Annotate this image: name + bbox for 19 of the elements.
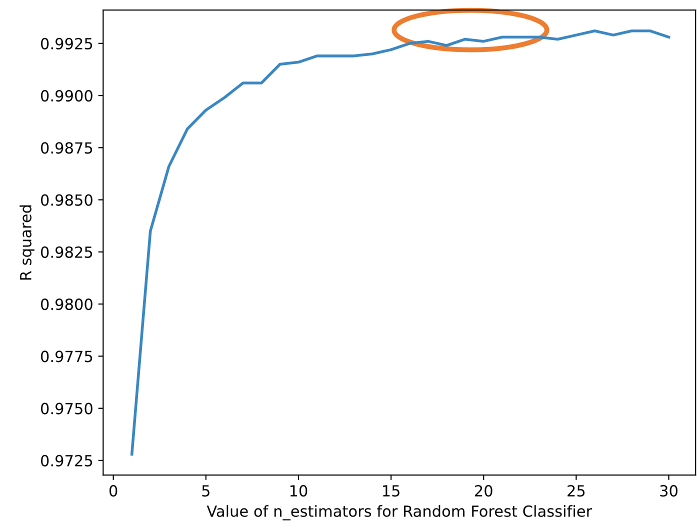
line-series <box>130 30 670 456</box>
y-tick-label: 0.9925 <box>40 38 92 50</box>
x-tick-label: 15 <box>383 485 400 497</box>
x-tick-label: 5 <box>202 485 210 497</box>
x-tick-label: 0 <box>109 485 118 497</box>
y-tick-label: 0.9725 <box>40 454 92 466</box>
x-tick-label: 30 <box>660 485 678 497</box>
x-tick-label: 20 <box>475 485 492 497</box>
y-tick-label: 0.9800 <box>40 298 92 310</box>
y-tick-label: 0.9850 <box>40 194 92 206</box>
y-tick-label: 0.9875 <box>40 142 92 154</box>
y-tick-label: 0.9750 <box>40 402 92 414</box>
y-axis-title: R squared <box>20 205 34 280</box>
y-tick-label: 0.9775 <box>40 350 92 362</box>
x-axis-title: Value of n_estimators for Random Forest Classifier <box>206 505 592 520</box>
y-tick-label: 0.9900 <box>40 90 92 102</box>
x-tick-label: 10 <box>290 485 308 497</box>
y-tick-label: 0.9825 <box>40 246 92 258</box>
x-tick-label: 25 <box>568 485 585 497</box>
